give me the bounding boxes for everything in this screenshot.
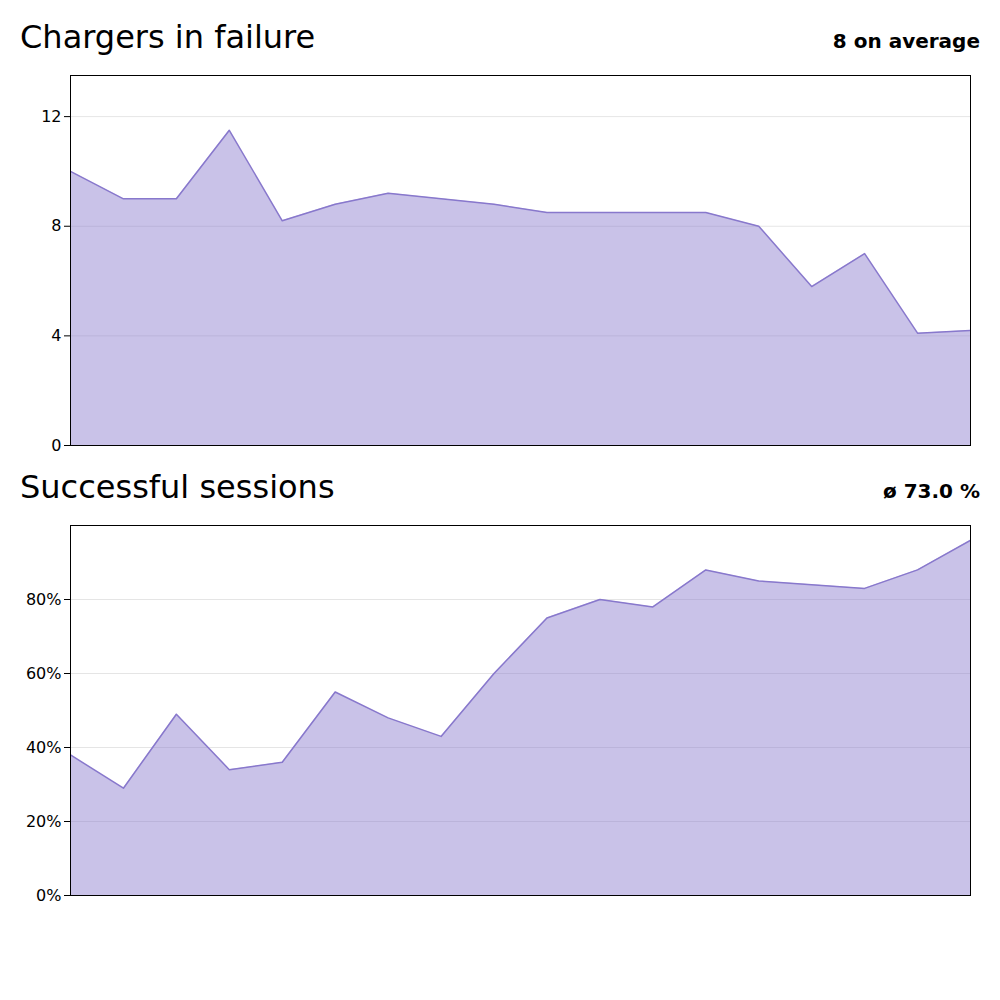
svg-text:8: 8 bbox=[51, 216, 61, 235]
html-text:Chargers in failure: Chargers in failure bbox=[20, 18, 316, 56]
svg-text:60%: 60% bbox=[26, 664, 62, 683]
svg-text:20%: 20% bbox=[26, 812, 62, 831]
svg-text:0: 0 bbox=[51, 436, 61, 455]
html-text:Successful sessions: Successful sessions bbox=[20, 468, 335, 506]
svg-text:0%: 0% bbox=[36, 886, 61, 905]
svg-text:4: 4 bbox=[51, 326, 61, 345]
svg-text:40%: 40% bbox=[26, 738, 62, 757]
html-text:ø 73.0 %: ø 73.0 % bbox=[882, 479, 980, 503]
svg-text:80%: 80% bbox=[26, 590, 62, 609]
html-text:8 on average: 8 on average bbox=[832, 29, 980, 53]
svg-text:12: 12 bbox=[41, 107, 61, 126]
